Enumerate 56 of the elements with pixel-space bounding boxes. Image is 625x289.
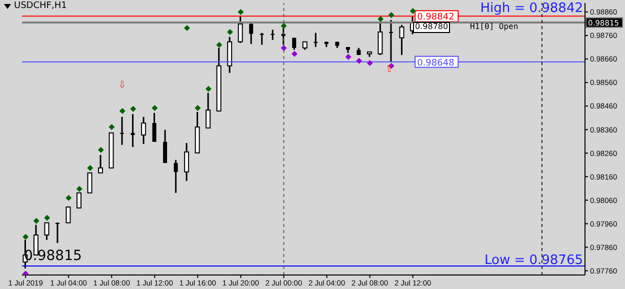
candlestick <box>206 92 211 129</box>
candlestick <box>87 172 92 194</box>
point <box>152 104 158 111</box>
candlestick <box>249 22 254 45</box>
candlestick <box>120 116 124 146</box>
point <box>22 234 29 240</box>
candlestick <box>238 15 243 44</box>
annotation: Low = 0.98765 <box>484 252 583 268</box>
point <box>216 42 222 48</box>
point <box>238 8 244 15</box>
annotation: High = 0.98842 <box>480 1 583 16</box>
candlestick <box>227 36 232 74</box>
point <box>87 164 94 171</box>
point <box>366 60 373 66</box>
point <box>184 24 190 31</box>
candlestick <box>98 154 104 174</box>
point <box>194 104 201 111</box>
point <box>345 54 352 60</box>
candlestick <box>44 222 50 241</box>
candlestick <box>270 29 275 41</box>
point <box>280 22 287 29</box>
point <box>205 86 212 92</box>
point <box>292 50 298 57</box>
point <box>119 108 126 114</box>
point <box>108 124 115 130</box>
candlestick <box>314 32 318 48</box>
point <box>280 44 287 51</box>
point <box>98 146 104 153</box>
point <box>356 58 362 64</box>
candlestick <box>66 206 71 224</box>
point <box>33 218 40 224</box>
annotation: H1[0] Open <box>470 22 518 32</box>
candlestick <box>260 32 264 46</box>
point <box>388 12 394 18</box>
candlestick <box>174 159 178 194</box>
chart-title: USDCHF,H1 <box>14 1 67 11</box>
candlestick <box>388 19 393 63</box>
annotation: ⇩ <box>118 80 126 91</box>
point <box>44 214 50 221</box>
candlestick <box>130 113 135 148</box>
ref-line-label: 0.98648 <box>417 58 455 68</box>
annotation: 0.98780 <box>413 22 450 33</box>
point <box>130 106 136 112</box>
point <box>410 8 416 14</box>
candlestick <box>76 192 82 208</box>
point <box>66 194 72 201</box>
candlestick <box>141 116 146 145</box>
ref-line-label: 0.98842 <box>417 12 454 23</box>
annotation: ⇧ <box>385 64 394 75</box>
candlestick <box>163 129 168 164</box>
point <box>226 28 233 35</box>
point <box>76 186 82 192</box>
point <box>378 16 384 22</box>
candlestick <box>399 24 404 56</box>
candlestick <box>152 112 156 143</box>
candlestick <box>184 142 190 182</box>
